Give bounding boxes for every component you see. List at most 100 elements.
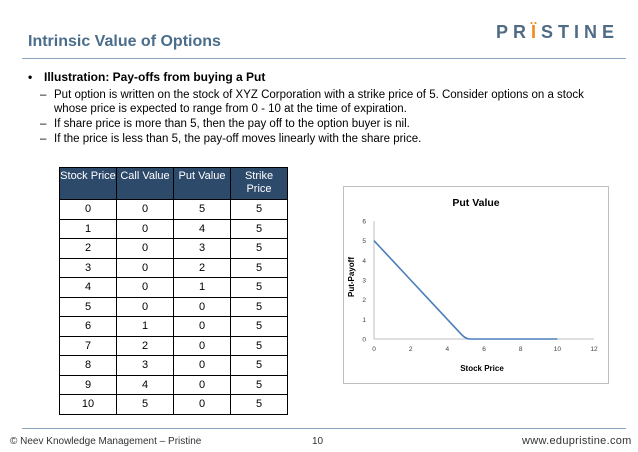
table-cell: 0 <box>116 296 174 317</box>
chart-y-tick-label: 4 <box>362 258 366 265</box>
chart-y-tick-label: 0 <box>362 337 366 344</box>
table-cell: 2 <box>173 257 231 278</box>
chart-x-tick-label: 10 <box>554 346 562 353</box>
bullet-list: • Illustration: Pay-offs from buying a P… <box>28 70 618 147</box>
logo-text-suffix: STINE <box>541 22 620 42</box>
table-row: 10 5 0 5 <box>59 394 288 415</box>
chart-canvas: Put Value Stock Price Put-Payoff 0123456… <box>347 197 598 373</box>
table-cell: 5 <box>230 277 288 298</box>
sub-bullet: – If the price is less than 5, the pay-o… <box>28 132 618 146</box>
logo-text-accent: Ï <box>531 22 542 42</box>
chart-y-tick-label: 6 <box>362 219 366 226</box>
chart-y-axis-label: Put-Payoff <box>347 257 356 297</box>
table-cell: 1 <box>173 277 231 298</box>
sub-bullet-text: If share price is more than 5, then the … <box>54 118 410 130</box>
sub-bullet-text: If the price is less than 5, the pay-off… <box>54 133 422 145</box>
logo-text-prefix: PR <box>496 22 532 42</box>
sub-bullet: – If share price is more than 5, then th… <box>28 117 618 131</box>
table-cell: 0 <box>173 316 231 337</box>
table-cell: 4 <box>59 277 117 298</box>
table-cell: 2 <box>59 238 117 259</box>
table-cell: 0 <box>59 199 117 220</box>
table-cell: 5 <box>173 199 231 220</box>
payoff-table: Stock Price Call Value Put Value Strike … <box>59 167 288 415</box>
table-cell: 5 <box>230 218 288 239</box>
table-cell: 9 <box>59 374 117 395</box>
chart-y-tick-label: 5 <box>362 238 366 245</box>
table-cell: 5 <box>230 335 288 356</box>
table-cell: 10 <box>59 394 117 415</box>
sub-bullet-marker: – <box>40 89 47 101</box>
table-cell: 7 <box>59 335 117 356</box>
table-cell: 3 <box>59 257 117 278</box>
table-cell: 5 <box>230 238 288 259</box>
table-cell: 0 <box>173 296 231 317</box>
chart-x-axis-label: Stock Price <box>460 364 504 373</box>
table-cell: 0 <box>173 355 231 376</box>
table-cell: 5 <box>230 374 288 395</box>
table-header-cell: Strike Price <box>230 167 288 200</box>
sub-bullet-marker: – <box>40 118 47 130</box>
table-cell: 3 <box>173 238 231 259</box>
sub-bullet: – Put option is written on the stock of … <box>28 88 618 116</box>
chart-title: Put Value <box>452 197 499 209</box>
chart-y-tick-label: 1 <box>362 317 366 324</box>
table-cell: 1 <box>116 316 174 337</box>
footer-divider <box>22 428 626 429</box>
sub-bullet-text: Put option is written on the stock of XY… <box>54 89 584 115</box>
table-cell: 5 <box>230 394 288 415</box>
table-cell: 5 <box>230 355 288 376</box>
table-cell: 5 <box>230 199 288 220</box>
chart-x-tick-label: 6 <box>482 346 486 353</box>
chart-x-tick-label: 4 <box>446 346 450 353</box>
table-cell: 0 <box>116 238 174 259</box>
table-cell: 5 <box>230 296 288 317</box>
table-cell: 5 <box>59 296 117 317</box>
table-header-cell: Call Value <box>116 167 174 200</box>
table-cell: 0 <box>173 374 231 395</box>
table-header-row: Stock Price Call Value Put Value Strike … <box>59 167 288 200</box>
table-cell: 4 <box>116 374 174 395</box>
table-cell: 3 <box>116 355 174 376</box>
table-cell: 0 <box>116 277 174 298</box>
sub-bullet-marker: – <box>40 133 47 145</box>
chart-x-tick-label: 12 <box>590 346 598 353</box>
table-cell: 0 <box>173 394 231 415</box>
table-header-cell: Stock Price <box>59 167 117 200</box>
table-cell: 0 <box>116 199 174 220</box>
footer-website: www.edupristine.com <box>522 435 632 447</box>
main-bullet: • Illustration: Pay-offs from buying a P… <box>28 70 618 84</box>
bullet-marker: • <box>28 70 33 84</box>
chart-series-line <box>373 240 558 340</box>
table-cell: 5 <box>230 316 288 337</box>
header-divider <box>22 58 626 59</box>
table-cell: 6 <box>59 316 117 337</box>
table-header-cell: Put Value <box>173 167 231 200</box>
table-cell: 5 <box>116 394 174 415</box>
main-bullet-text: Illustration: Pay-offs from buying a Put <box>44 70 266 84</box>
chart-x-tick-label: 2 <box>409 346 413 353</box>
table-cell: 4 <box>173 218 231 239</box>
chart-x-tick-label: 0 <box>372 346 376 353</box>
table-cell: 0 <box>116 257 174 278</box>
table-cell: 1 <box>59 218 117 239</box>
table-cell: 8 <box>59 355 117 376</box>
chart-y-tick-label: 2 <box>362 297 366 304</box>
chart-y-tick-label: 3 <box>362 278 366 285</box>
slide-title: Intrinsic Value of Options <box>28 33 221 50</box>
table-cell: 0 <box>173 335 231 356</box>
chart-x-tick-label: 8 <box>519 346 523 353</box>
table-cell: 5 <box>230 257 288 278</box>
table-cell: 2 <box>116 335 174 356</box>
table-cell: 0 <box>116 218 174 239</box>
